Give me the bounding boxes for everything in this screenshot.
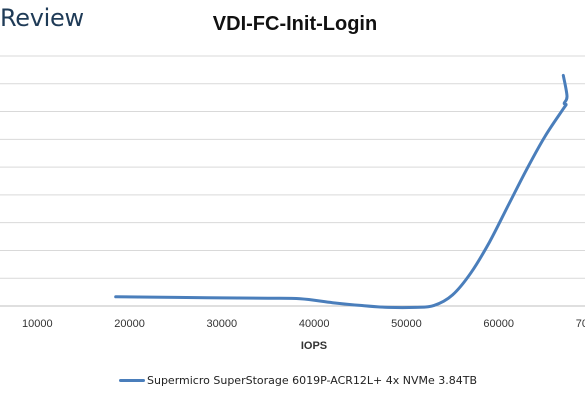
x-axis-label: IOPS bbox=[301, 340, 327, 352]
gridlines bbox=[0, 55, 585, 279]
x-tick-label: 10000 bbox=[22, 318, 53, 330]
legend-swatch bbox=[119, 379, 145, 382]
series-line bbox=[114, 73, 569, 310]
chart-title: VDI-FC-Init-Login bbox=[212, 13, 378, 35]
legend-label: Supermicro SuperStorage 6019P-ACR12L+ 4x… bbox=[147, 374, 477, 387]
x-tick-label: 70000 bbox=[576, 318, 585, 330]
x-tick-label: 30000 bbox=[207, 318, 238, 330]
x-tick-label: 40000 bbox=[299, 318, 330, 330]
x-tick-label: 60000 bbox=[483, 318, 514, 330]
legend: Supermicro SuperStorage 6019P-ACR12L+ 4x… bbox=[119, 374, 477, 387]
brand-logo: Review bbox=[0, 4, 84, 32]
x-tick-label: 20000 bbox=[114, 318, 145, 330]
x-tick-label: 50000 bbox=[391, 318, 422, 330]
x-tick-labels: 10000 20000 30000 40000 50000 60000 70000 bbox=[22, 318, 585, 330]
